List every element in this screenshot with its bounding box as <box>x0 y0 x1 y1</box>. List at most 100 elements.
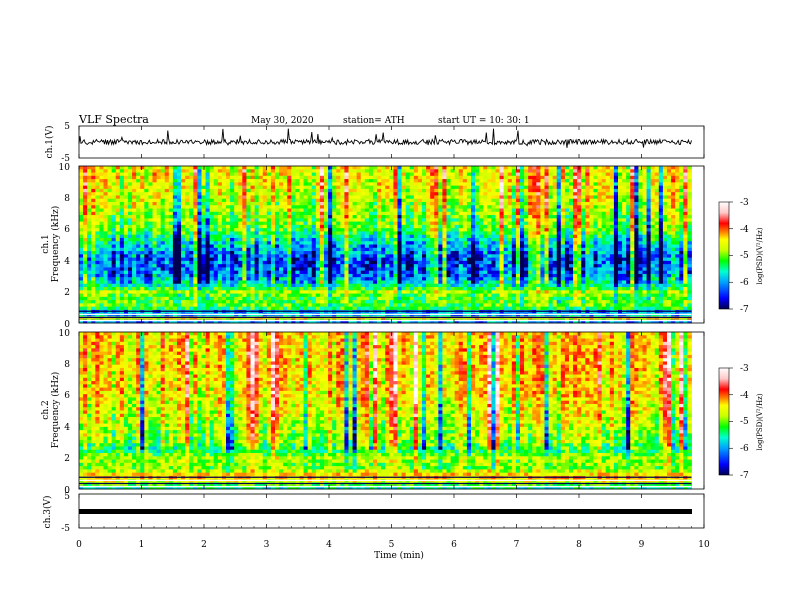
ch1-spectrogram-cell <box>491 257 496 262</box>
ch1-spectrogram-cell <box>258 185 264 190</box>
ch1-spectrogram-cell <box>95 313 100 317</box>
ch1-spectrogram-cell <box>279 270 284 275</box>
ch1-spectrogram-cell <box>434 280 439 285</box>
ch1-spectrogram-cell <box>426 306 431 311</box>
ch1-spectrogram-cell <box>499 211 505 216</box>
ch1-spectrogram-cell <box>205 208 211 213</box>
ch1-spectrogram-cell <box>324 267 329 272</box>
ch1-spectrogram-cell <box>242 244 247 249</box>
ch1-spectrogram-cell <box>213 267 219 272</box>
ch1-spectrogram-cell <box>266 208 272 213</box>
ch1-spectrogram-cell <box>164 316 170 321</box>
ch1-spectrogram-cell <box>270 296 276 301</box>
ch1-spectrogram-cell <box>83 201 88 206</box>
ch1-spectrogram-cell <box>270 192 276 196</box>
ch1-spectrogram-cell <box>442 175 447 180</box>
ch1-spectrogram-cell <box>213 172 219 177</box>
ch1-spectrogram-cell <box>287 182 292 187</box>
ch1-spectrogram-cell <box>275 179 280 183</box>
ch1-spectrogram-cell <box>475 224 480 229</box>
date-label: May 30, 2020 <box>251 116 314 126</box>
ch1-spectrogram-cell <box>417 208 423 213</box>
ch1-spectrogram-cell <box>185 296 190 301</box>
ch1-spectrogram-cell <box>103 251 108 255</box>
ch1-spectrogram-cell <box>205 280 211 285</box>
ch1-spectrogram-cell <box>217 260 223 265</box>
ch1-spectrogram-cell <box>99 300 104 304</box>
ch1-spectrogram-cell <box>311 241 317 245</box>
ch1-spectrogram-cell <box>177 264 182 268</box>
ch1-spectrogram-cell <box>189 283 194 288</box>
ch1-spectrogram-cell <box>422 166 427 170</box>
ch1-spectrogram-cell <box>144 241 149 245</box>
ch1-spectrogram-cell <box>417 247 423 252</box>
ch1-spectrogram-cell <box>226 241 231 245</box>
ch1-spectrogram-cell <box>119 287 125 291</box>
ch1-spectrogram-cell <box>483 205 488 209</box>
ch1-spectrogram-cell <box>356 319 362 324</box>
ch1-spectrogram-cell <box>238 270 243 275</box>
ch1-spectrogram-cell <box>385 270 390 275</box>
ch1-spectrogram-cell <box>213 303 219 308</box>
ch1-spectrogram-cell <box>475 166 480 170</box>
ch1-spectrogram-cell <box>201 195 206 200</box>
ch1-spectrogram-cell <box>258 254 264 258</box>
ch1-spectrogram-cell <box>160 280 166 285</box>
ch1-spectrogram-cell <box>471 182 476 187</box>
ch1-spectrogram-cell <box>385 257 390 262</box>
ch1-spectrogram-cell <box>450 254 456 258</box>
ch1-spectrogram-cell <box>140 280 145 285</box>
ch1-spectrogram-cell <box>303 257 309 262</box>
ch1-spectrogram-cell <box>119 293 125 298</box>
ch1-spectrogram-cell <box>336 296 341 301</box>
ch1-spectrogram-cell <box>446 273 451 278</box>
ch1-spectrogram-cell <box>136 300 141 304</box>
ch1-spectrogram-cell <box>487 254 492 258</box>
ch1-spectrogram-cell <box>213 166 219 170</box>
ch1-spectrogram-cell <box>299 277 304 281</box>
ch1-spectrogram-cell <box>156 195 162 200</box>
ch1-spectrogram-cell <box>430 182 435 187</box>
ch1-spectrogram-cell <box>197 208 202 213</box>
ch1-spectrogram-cell <box>299 244 304 249</box>
ch1-spectrogram-cell <box>148 198 153 203</box>
ch1-spectrogram-cell <box>344 188 349 193</box>
ch1-spectrogram-cell <box>115 241 121 245</box>
ch1-spectrogram-cell <box>111 218 117 222</box>
ch1-spectrogram-cell <box>230 313 235 317</box>
ch1-spectrogram-cell <box>422 264 427 268</box>
ch1-spectrogram-cell <box>279 182 284 187</box>
ch1-spectrogram-cell <box>291 192 296 196</box>
ch1-spectrogram-cell <box>107 201 113 206</box>
ch1-spectrogram-cell <box>172 280 178 285</box>
ch1-spectrogram-cell <box>348 224 353 229</box>
ch1-spectrogram-cell <box>242 182 247 187</box>
ch1-spectrogram-cell <box>111 241 117 245</box>
ch1-spectrogram-cell <box>422 300 427 304</box>
ch1-spectrogram-cell <box>234 257 239 262</box>
ch1-spectrogram-cell <box>287 169 292 173</box>
ch1-spectrogram-cell <box>123 241 129 245</box>
ch1-spectrogram-cell <box>385 260 390 265</box>
ch1-spectrogram-cell <box>217 201 223 206</box>
ch1-spectrogram-cell <box>364 175 370 180</box>
ch1-spectrogram-cell <box>417 228 423 232</box>
ch1-spectrogram-cell <box>438 172 443 177</box>
ch1-spectrogram-cell <box>115 267 121 272</box>
ch1-spectrogram-cell <box>99 221 104 226</box>
ch1-spectrogram-cell <box>213 306 219 311</box>
ch1-spectrogram-cell <box>487 237 492 242</box>
ch1-spectrogram-cell <box>79 192 84 196</box>
ch1-spectrogram-cell <box>168 300 174 304</box>
ch1-spectrogram-cell <box>405 306 411 311</box>
ch1-spectrogram-cell <box>356 287 362 291</box>
ch1-spectrogram-cell <box>128 247 133 252</box>
ch1-spectrogram-cell <box>307 234 313 239</box>
ch1-spectrogram-cell <box>205 244 211 249</box>
ch1-spectrogram-cell <box>393 231 398 236</box>
ch1-spectrogram-cell <box>475 195 480 200</box>
ch1-spectrogram-cell <box>168 231 174 236</box>
ch1-spectrogram-cell <box>185 205 190 209</box>
ch1-spectrogram-cell <box>466 247 472 252</box>
ch1-spectrogram-cell <box>238 290 243 294</box>
